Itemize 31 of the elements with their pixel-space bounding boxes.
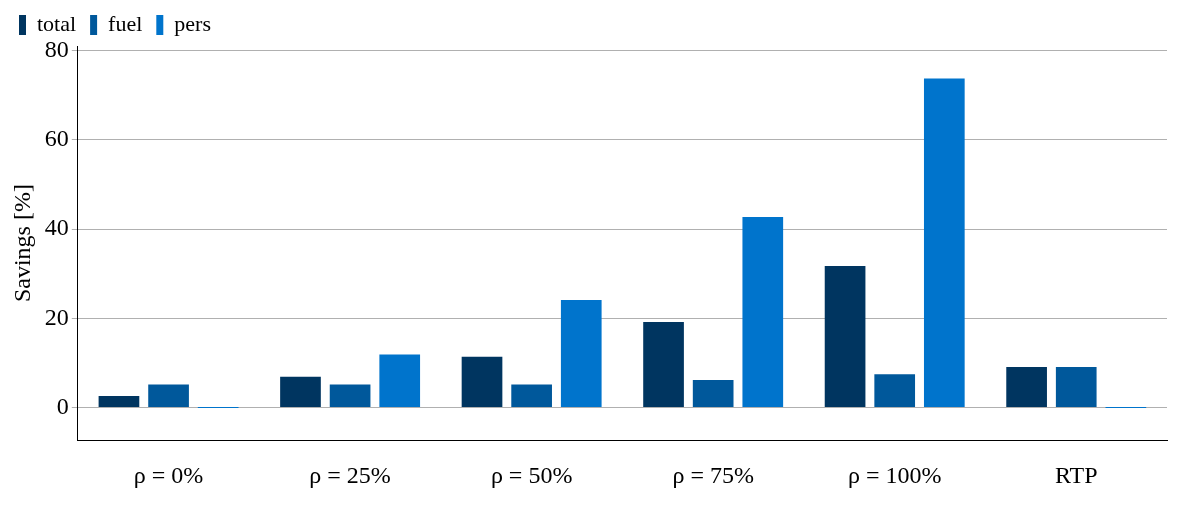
bar — [329, 384, 371, 408]
bar — [692, 379, 734, 408]
bar — [98, 396, 140, 408]
legend-label: fuel — [108, 10, 143, 36]
bar — [280, 376, 321, 408]
bar — [1055, 366, 1097, 408]
x-tick-label: ρ = 75% — [672, 461, 754, 488]
bar — [148, 384, 189, 408]
bar — [1006, 366, 1047, 408]
bar — [643, 321, 684, 408]
bar — [923, 78, 965, 408]
bar — [560, 300, 602, 408]
y-tick-label: 80 — [44, 35, 69, 62]
y-tick-label: 20 — [44, 303, 69, 330]
bar — [874, 374, 916, 408]
bar — [742, 216, 784, 408]
x-tick-label: ρ = 25% — [309, 461, 391, 488]
y-tick-label: 40 — [44, 214, 69, 241]
x-tick-label: ρ = 100% — [847, 461, 942, 488]
y-axis-title: Savings [%] — [8, 184, 35, 303]
bar — [461, 356, 503, 408]
y-tick-label: 0 — [56, 392, 69, 419]
y-tick-label: 60 — [44, 125, 69, 152]
legend-label: pers — [174, 10, 211, 36]
x-tick-label: RTP — [1054, 461, 1098, 488]
bar — [511, 384, 552, 408]
x-tick-label: ρ = 50% — [490, 461, 573, 488]
bar — [379, 354, 421, 408]
legend-label: total — [37, 10, 77, 36]
bar — [824, 266, 866, 408]
x-tick-label: ρ = 0% — [133, 461, 204, 488]
